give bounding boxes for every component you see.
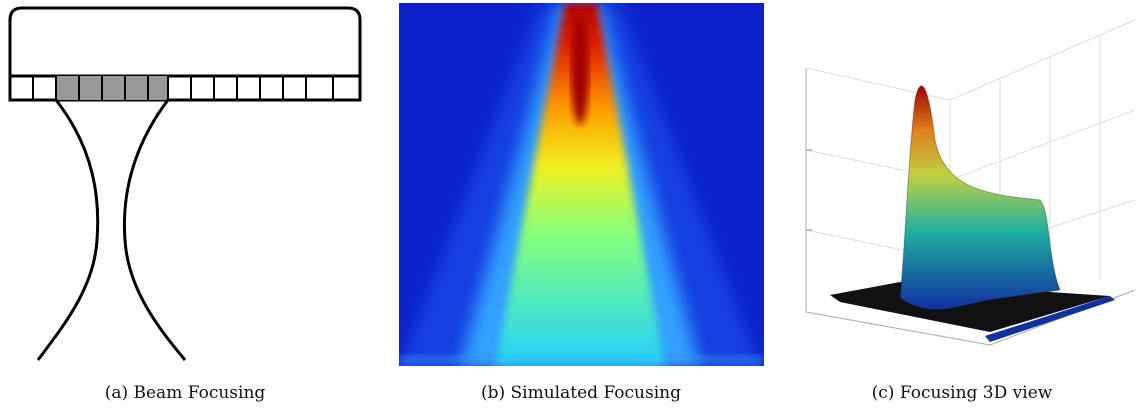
caption: (c) Focusing 3D view bbox=[872, 383, 1053, 403]
transducer-diagram bbox=[8, 6, 362, 361]
simulation-map bbox=[399, 3, 764, 366]
caption: (b) Simulated Focusing bbox=[481, 383, 681, 403]
surface bbox=[830, 85, 1115, 342]
caption: (a) Beam Focusing bbox=[105, 383, 266, 403]
